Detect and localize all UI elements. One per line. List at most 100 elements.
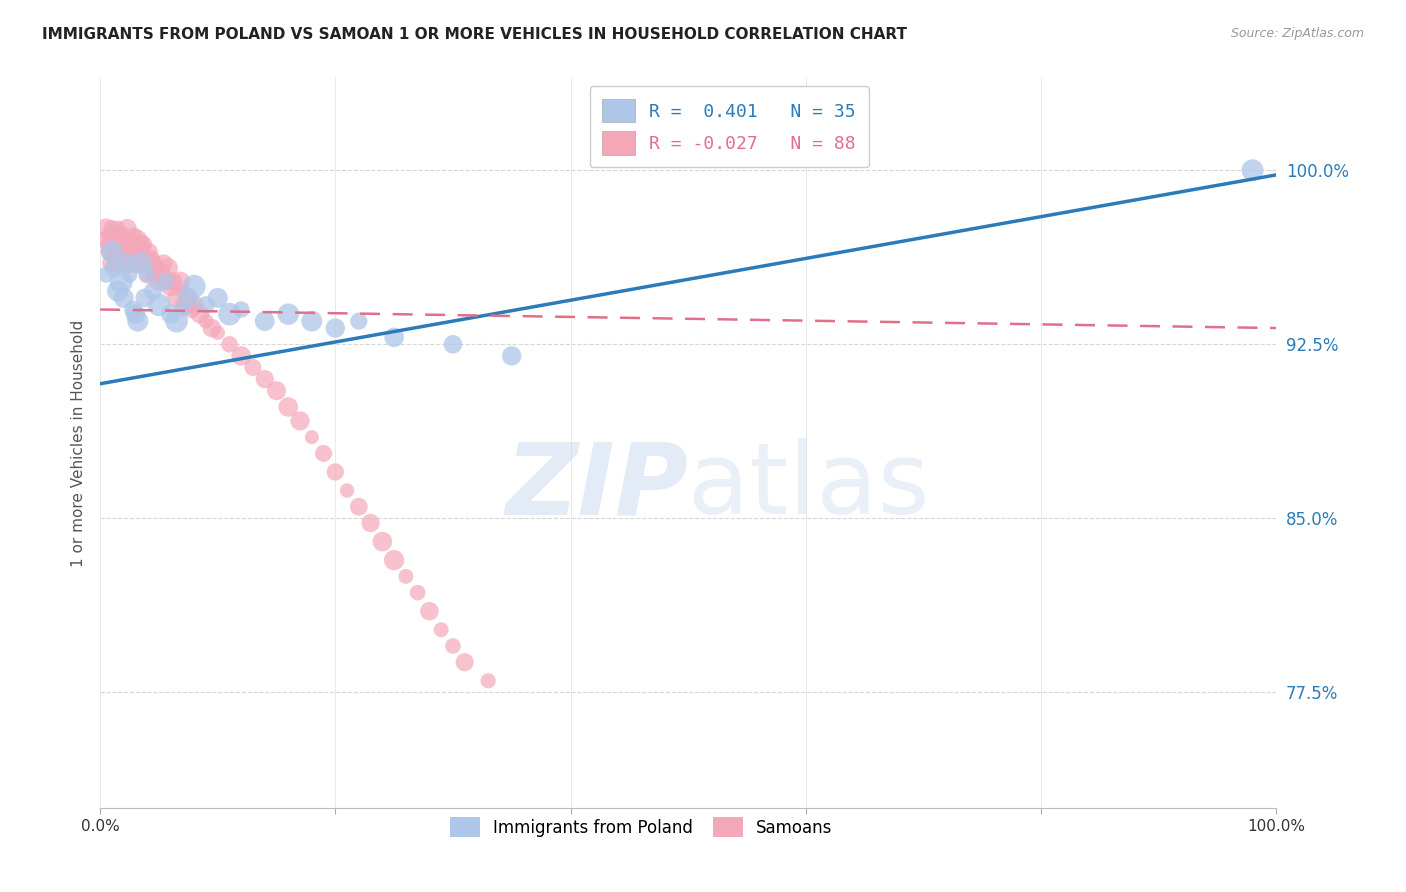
Point: [101, 244, 124, 259]
Point: [110, 228, 132, 243]
Point: [207, 326, 229, 340]
Point: [117, 256, 139, 270]
Text: IMMIGRANTS FROM POLAND VS SAMOAN 1 OR MORE VEHICLES IN HOUSEHOLD CORRELATION CHA: IMMIGRANTS FROM POLAND VS SAMOAN 1 OR MO…: [42, 27, 907, 42]
Point: [143, 256, 166, 270]
Point: [152, 256, 174, 270]
Point: [108, 244, 131, 259]
Point: [1241, 163, 1264, 178]
Point: [101, 228, 124, 243]
Point: [169, 275, 191, 289]
Point: [323, 465, 346, 479]
Point: [120, 233, 142, 247]
Point: [96, 233, 118, 247]
Point: [127, 233, 149, 247]
Point: [218, 307, 240, 321]
Point: [121, 252, 143, 266]
Point: [150, 268, 173, 282]
Point: [166, 291, 188, 305]
Point: [177, 291, 200, 305]
Point: [336, 483, 359, 498]
Point: [105, 237, 128, 252]
Point: [142, 268, 165, 282]
Point: [173, 298, 195, 312]
Point: [441, 639, 464, 653]
Point: [477, 673, 499, 688]
Point: [183, 298, 205, 312]
Point: [301, 430, 323, 444]
Point: [139, 260, 162, 275]
Point: [501, 349, 523, 363]
Point: [129, 256, 152, 270]
Point: [104, 252, 127, 266]
Point: [129, 256, 152, 270]
Point: [360, 516, 382, 530]
Point: [266, 384, 288, 398]
Point: [159, 279, 181, 293]
Point: [242, 360, 264, 375]
Point: [201, 321, 224, 335]
Point: [155, 275, 177, 289]
Point: [157, 260, 180, 275]
Point: [177, 291, 200, 305]
Point: [172, 302, 194, 317]
Point: [103, 260, 125, 275]
Point: [253, 314, 276, 328]
Point: [138, 256, 160, 270]
Point: [138, 244, 160, 259]
Point: [347, 500, 370, 514]
Point: [108, 237, 131, 252]
Point: [183, 279, 205, 293]
Point: [98, 244, 121, 259]
Point: [115, 252, 138, 266]
Point: [231, 349, 253, 363]
Point: [142, 284, 165, 298]
Point: [115, 256, 138, 270]
Text: atlas: atlas: [688, 438, 929, 535]
Point: [129, 237, 152, 252]
Point: [288, 414, 311, 428]
Point: [312, 446, 335, 460]
Point: [188, 307, 211, 321]
Point: [153, 275, 176, 289]
Point: [166, 314, 188, 328]
Point: [127, 314, 149, 328]
Point: [103, 244, 125, 259]
Point: [112, 291, 135, 305]
Point: [122, 228, 145, 243]
Point: [382, 330, 405, 344]
Point: [180, 302, 202, 317]
Point: [136, 268, 159, 282]
Point: [395, 569, 418, 583]
Point: [94, 268, 117, 282]
Point: [125, 244, 148, 259]
Point: [112, 244, 135, 259]
Point: [94, 221, 117, 235]
Point: [97, 237, 120, 252]
Point: [277, 307, 299, 321]
Point: [114, 233, 136, 247]
Point: [124, 307, 146, 321]
Point: [301, 314, 323, 328]
Point: [194, 298, 217, 312]
Point: [107, 284, 129, 298]
Point: [101, 221, 124, 235]
Text: Source: ZipAtlas.com: Source: ZipAtlas.com: [1230, 27, 1364, 40]
Point: [132, 237, 155, 252]
Point: [134, 252, 156, 266]
Point: [323, 321, 346, 335]
Point: [107, 221, 129, 235]
Point: [231, 302, 253, 317]
Point: [453, 655, 475, 669]
Point: [128, 252, 150, 266]
Point: [111, 237, 134, 252]
Legend: Immigrants from Poland, Samoans: Immigrants from Poland, Samoans: [443, 810, 839, 844]
Point: [145, 260, 167, 275]
Point: [103, 233, 125, 247]
Point: [371, 534, 394, 549]
Point: [141, 252, 163, 266]
Point: [347, 314, 370, 328]
Point: [101, 237, 124, 252]
Point: [115, 221, 138, 235]
Point: [136, 268, 159, 282]
Point: [110, 275, 132, 289]
